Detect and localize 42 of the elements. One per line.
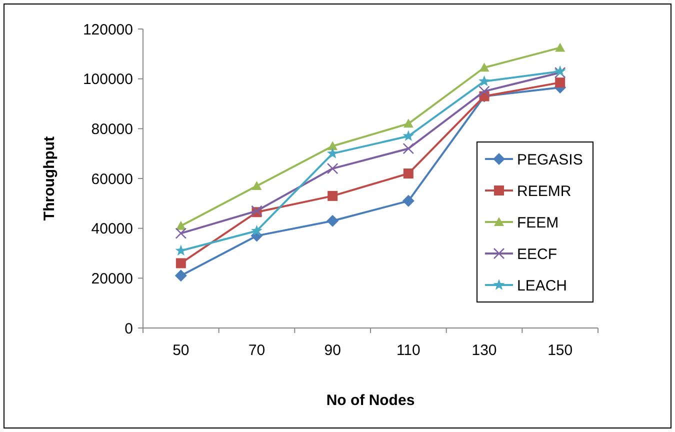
legend-label: REEMR [517, 182, 572, 200]
point [252, 180, 262, 190]
point [402, 130, 414, 141]
point [326, 148, 338, 158]
y-tick-label: 120000 [82, 21, 133, 38]
x-tick-label: 50 [172, 342, 190, 359]
y-tick-label: 0 [124, 320, 133, 338]
point [328, 141, 338, 150]
x-tick-label: 110 [396, 342, 420, 359]
point [175, 244, 187, 256]
legend-label: FEEM [517, 214, 559, 232]
x-tick-label: 150 [548, 342, 573, 359]
point [478, 86, 490, 97]
point [176, 258, 186, 268]
legend-label: PEGASIS [517, 151, 583, 168]
point [478, 75, 490, 86]
y-tick-label: 20000 [91, 270, 133, 288]
point [176, 220, 186, 230]
legend-label: EECF [517, 246, 558, 263]
y-tick-label: 100000 [82, 71, 133, 88]
point [402, 194, 414, 207]
x-tick-label: 90 [324, 342, 341, 359]
point [326, 214, 339, 227]
y-tick-label: 80000 [91, 120, 133, 138]
point [479, 62, 490, 72]
point [174, 270, 187, 282]
y-axis-title: Throughput [41, 136, 58, 221]
x-tick-label: 70 [248, 342, 266, 359]
x-axis-title: No of Nodes [326, 392, 415, 409]
point [326, 162, 338, 174]
point [403, 118, 414, 128]
point [175, 228, 187, 239]
x-tick-label: 130 [472, 342, 497, 359]
y-tick-label: 40000 [91, 220, 133, 238]
point [328, 190, 338, 201]
point [555, 42, 566, 52]
point [402, 142, 414, 154]
point [555, 78, 566, 88]
point [403, 168, 414, 179]
legend-label: LEACH [517, 277, 568, 294]
y-tick-label: 60000 [91, 170, 133, 188]
point [251, 224, 262, 236]
